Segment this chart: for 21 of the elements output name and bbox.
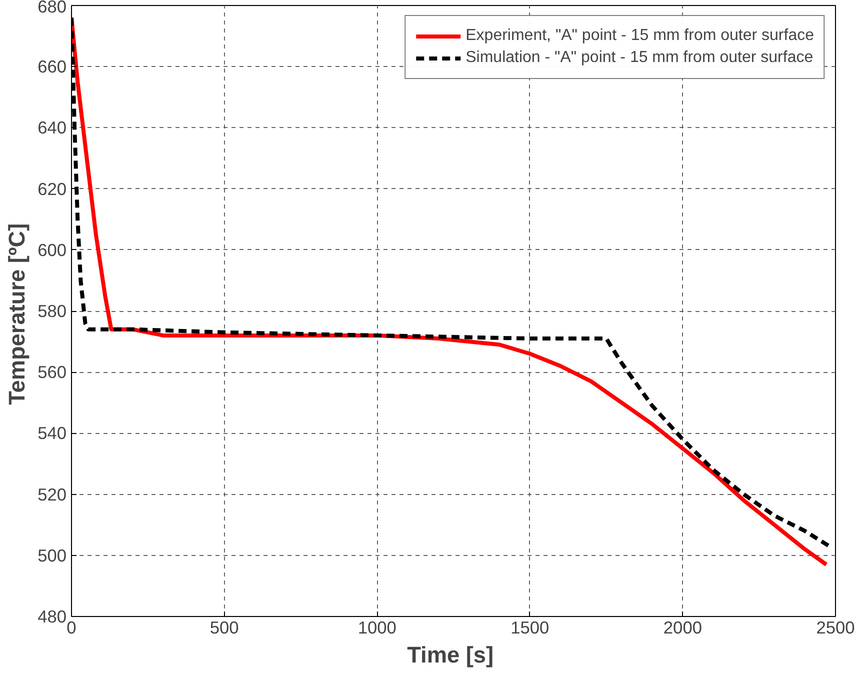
x-axis-title: Time [s] (407, 642, 494, 668)
y-tick-label: 500 (38, 545, 67, 566)
y-tick-label: 480 (38, 606, 67, 626)
y-tick-label: 680 (38, 0, 67, 16)
y-axis-title: Temperature [ºC] (4, 223, 30, 405)
x-tick-label: 500 (210, 618, 239, 638)
legend-label: Experiment, "A" point - 15 mm from outer surface (466, 27, 814, 45)
x-tick-label: 0 (66, 618, 76, 638)
y-tick-label: 600 (38, 240, 67, 260)
y-tick-label: 640 (38, 118, 67, 138)
y-tick-label: 580 (38, 301, 67, 321)
y-tick-label: 560 (38, 362, 67, 382)
y-tick-label: 660 (38, 56, 67, 77)
legend-label: Simulation - "A" point - 15 mm from outer surface (466, 49, 814, 67)
y-tick-label: 540 (38, 423, 67, 444)
x-tick-label: 1000 (358, 618, 396, 638)
x-tick-label: 1500 (510, 618, 550, 638)
y-tick-label: 520 (38, 484, 67, 504)
x-tick-label: 2000 (663, 618, 702, 638)
y-tick-label: 620 (38, 178, 67, 199)
x-tick-label: 2500 (816, 618, 855, 638)
